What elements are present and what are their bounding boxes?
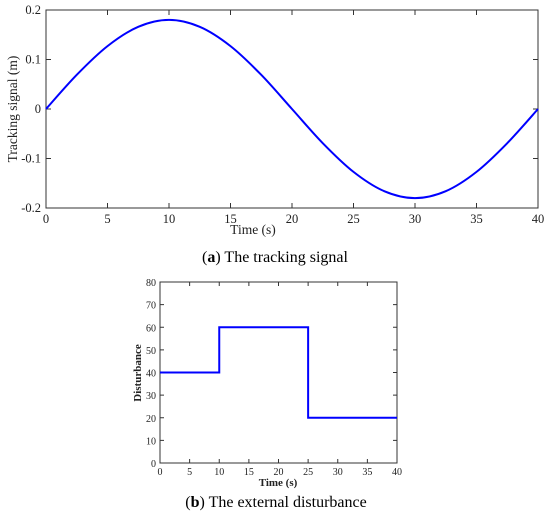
chart-a-caption-text: The tracking signal — [224, 249, 348, 266]
chart-a-xlabel: Time (s) — [230, 222, 276, 237]
chart-b-caption-letter: b — [191, 494, 200, 511]
chart-a-xtick-label: 40 — [532, 212, 545, 226]
chart-b: 0 10 20 30 40 50 60 70 80 0 5 10 15 20 25 30 35 40 Time … — [132, 278, 402, 511]
chart-a-ytick-label: -0.2 — [21, 201, 41, 215]
chart-a-ylabel: Tracking signal (m) — [5, 56, 20, 163]
chart-a-caption: (a) The tracking signal — [202, 249, 348, 266]
chart-a-xtick-label: 15 — [224, 212, 237, 226]
chart-a-ytick-label: 0.1 — [25, 53, 41, 67]
chart-a-ytick-label: 0.2 — [25, 3, 41, 17]
chart-a-xtick-label: 30 — [409, 212, 422, 226]
chart-b-ytick-label: 40 — [146, 369, 156, 380]
chart-a-xtick-label: 5 — [104, 212, 110, 226]
chart-b-xtick-label: 10 — [214, 467, 224, 478]
chart-b-ytick-label: 50 — [146, 346, 156, 357]
chart-a-xtick-label: 25 — [347, 212, 360, 226]
chart-a-ytick-label: -0.1 — [21, 152, 41, 166]
chart-a-ytick-label: 0 — [35, 102, 41, 116]
chart-a-xtick-label: 10 — [163, 212, 176, 226]
chart-a-caption-letter: a — [207, 249, 215, 266]
chart-b-xtick-label: 0 — [158, 467, 163, 478]
chart-b-xtick-label: 35 — [362, 467, 372, 478]
chart-b-ytick-label: 30 — [146, 391, 156, 402]
chart-a-xtick-label: 0 — [43, 212, 49, 226]
chart-b-xtick-label: 20 — [274, 467, 284, 478]
chart-b-xtick-label: 40 — [392, 467, 402, 478]
chart-a-xtick-label: 20 — [286, 212, 299, 226]
chart-b-ytick-label: 80 — [146, 278, 156, 289]
chart-b-caption: (b) The external disturbance — [185, 494, 366, 511]
chart-b-ytick-label: 20 — [146, 414, 156, 425]
chart-b-xtick-label: 5 — [187, 467, 192, 478]
chart-b-ytick-label: 0 — [151, 459, 156, 470]
chart-b-xtick-label: 15 — [244, 467, 254, 478]
chart-a-xtick-label: 35 — [470, 212, 483, 226]
chart-a: -0.2 -0.1 0 0.1 0.2 0 5 10 15 20 25 30 35 40 Time (s… — [5, 3, 544, 266]
chart-b-xtick-label: 30 — [333, 467, 343, 478]
chart-b-ytick-label: 70 — [146, 301, 156, 312]
chart-a-series-line — [45, 18, 539, 200]
chart-b-xtick-label: 25 — [303, 467, 313, 478]
chart-b-caption-text: The external disturbance — [209, 494, 367, 511]
chart-b-ytick-label: 60 — [146, 323, 156, 334]
chart-b-series-line — [160, 326, 397, 419]
chart-b-ylabel: Disturbance — [132, 344, 144, 402]
chart-b-xlabel: Time (s) — [259, 477, 298, 489]
chart-b-ytick-label: 10 — [146, 436, 156, 447]
